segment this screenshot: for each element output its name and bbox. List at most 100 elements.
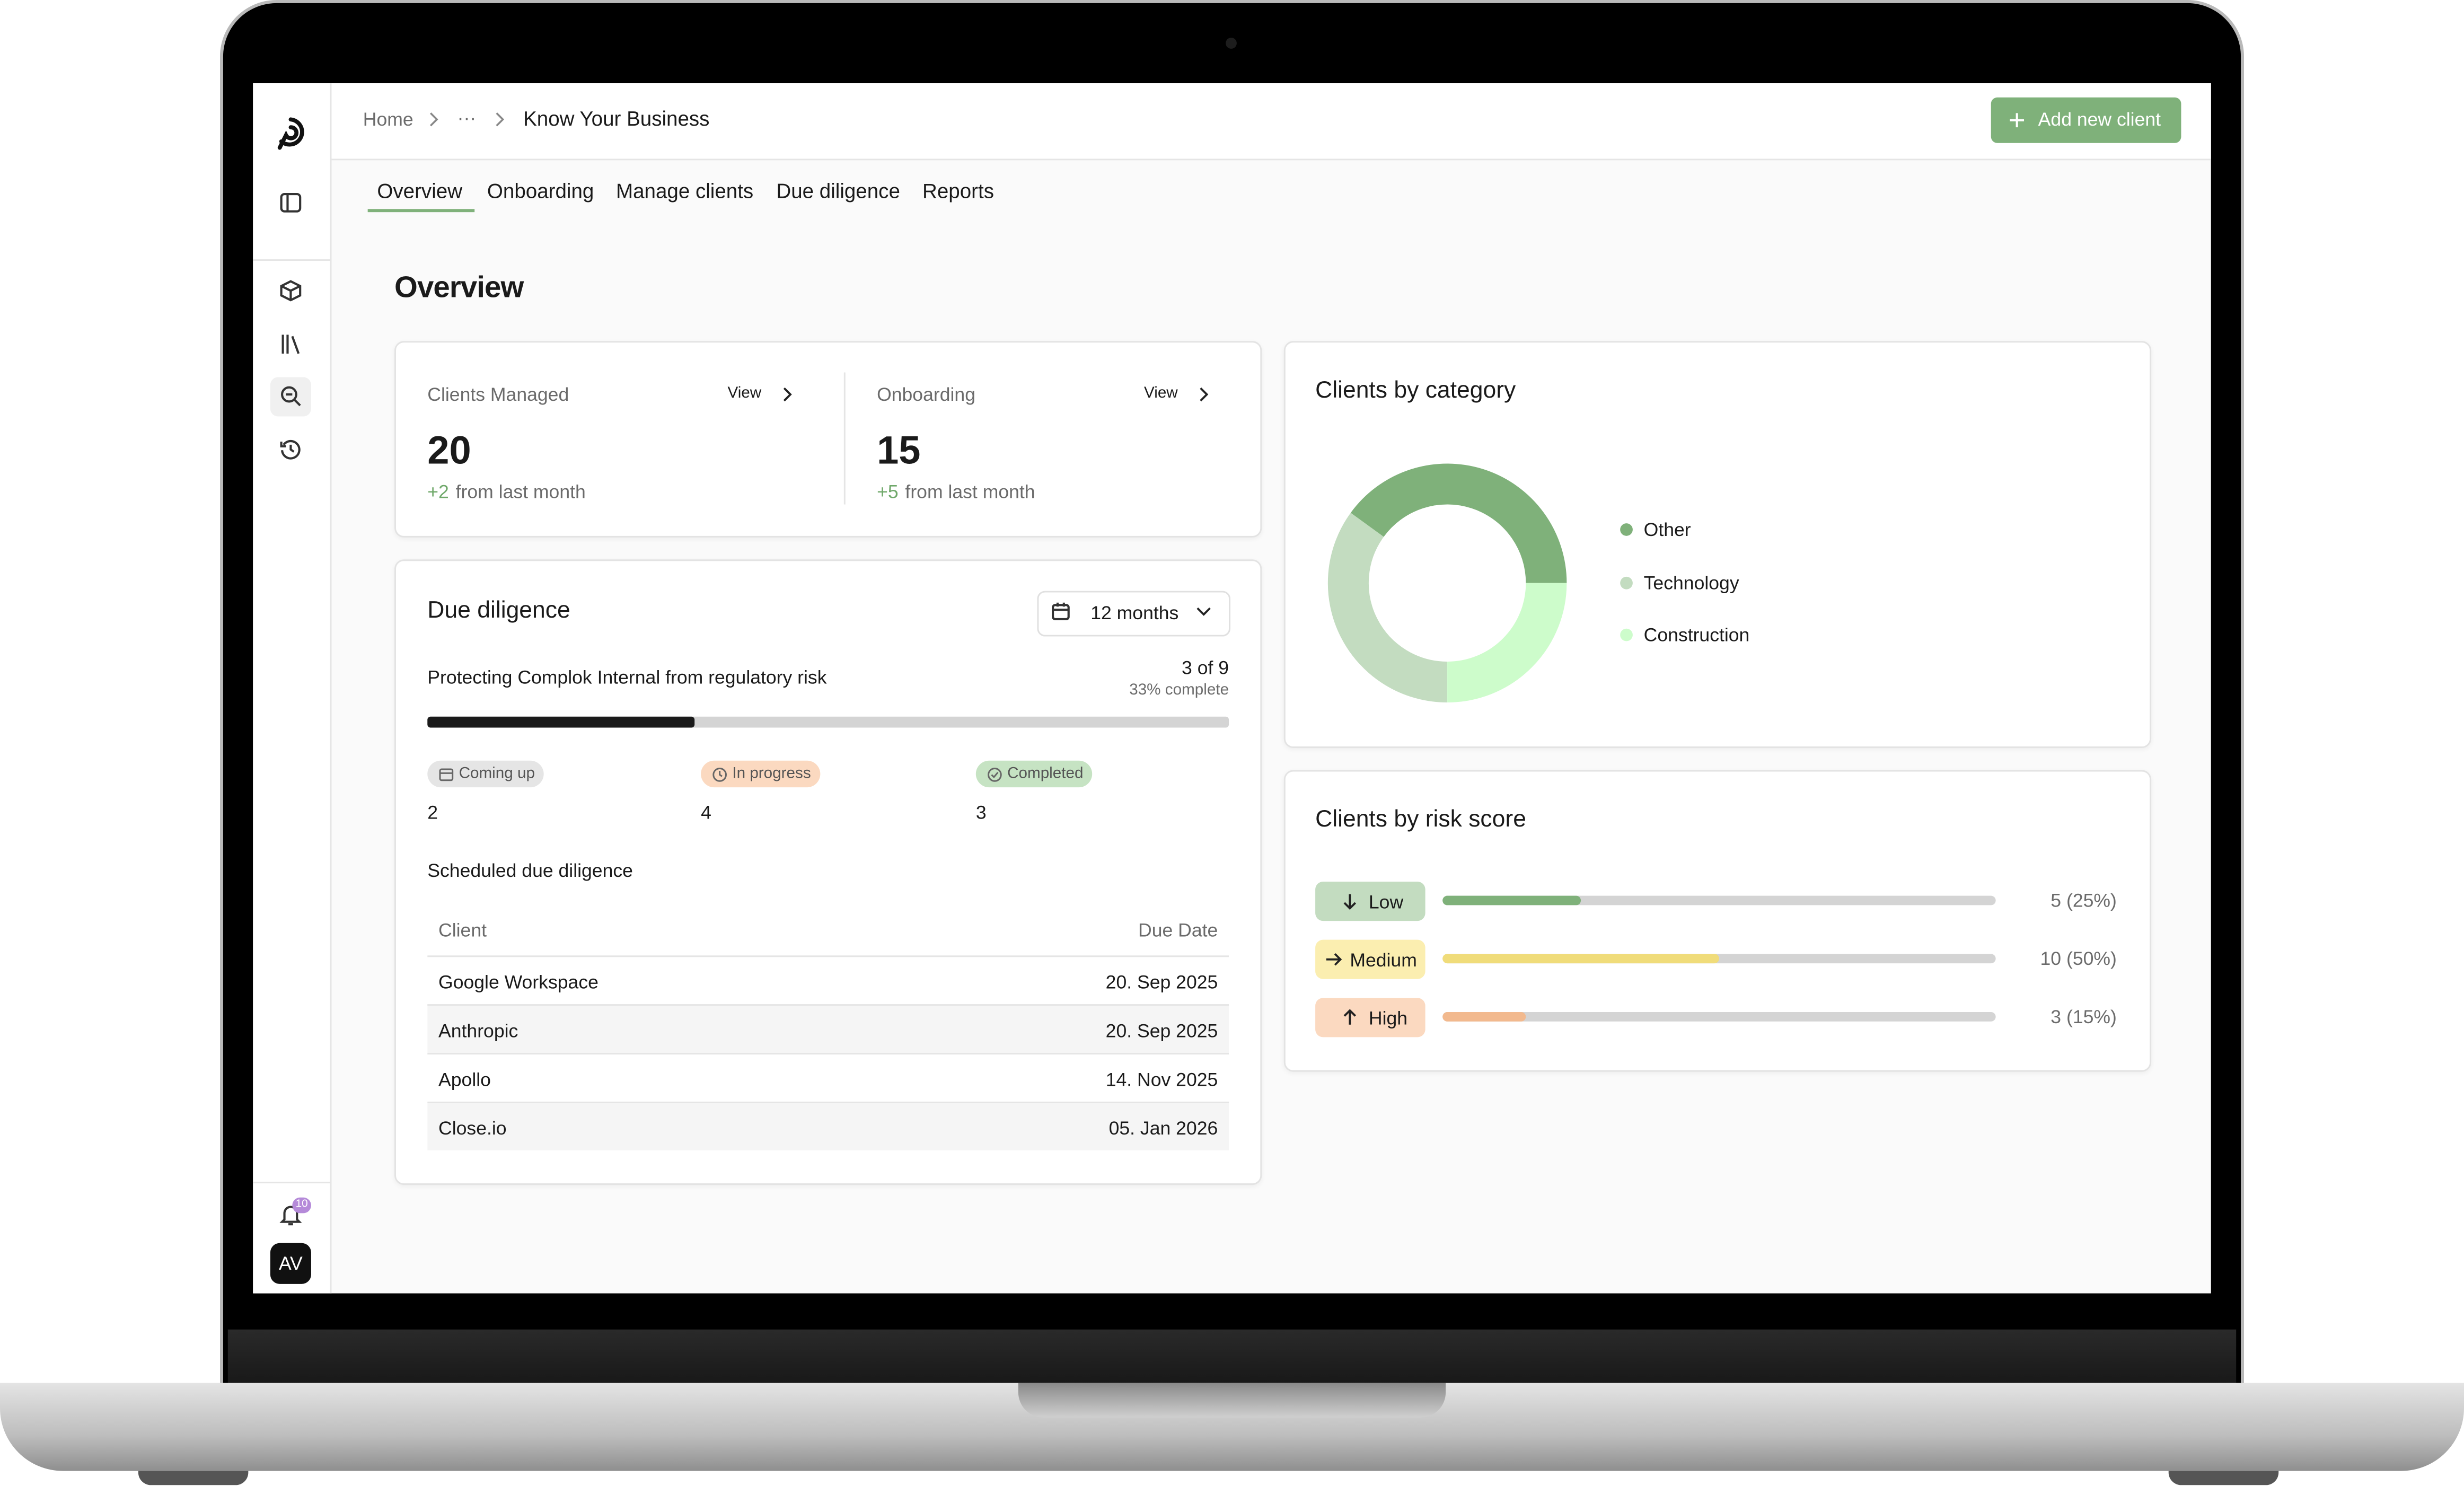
sidebar (253, 83, 332, 1294)
risk-arrow (1326, 953, 1342, 966)
sidebar-toggle-icon[interactable] (280, 192, 302, 214)
stat-change-note: from last month (455, 481, 586, 503)
risk-bar (1442, 1012, 1526, 1022)
status-count: 2 (427, 801, 438, 824)
risk-badge: Low (1315, 881, 1425, 921)
table-cell: 14. Nov 2025 (1105, 1068, 1218, 1091)
table-cell: Anthropic (438, 1019, 518, 1042)
camera (1226, 38, 1237, 49)
status-icon (712, 768, 727, 782)
tab[interactable]: Due diligence (776, 179, 900, 203)
stat-change-note: from last month (905, 481, 1035, 503)
risk-arrow (1343, 1009, 1357, 1025)
nav-icon-search[interactable] (280, 385, 302, 407)
status-label: In progress (732, 765, 811, 783)
nav-icon-history[interactable] (280, 438, 302, 461)
chart-title: Clients by risk score (1315, 806, 1526, 833)
laptop-notch (1018, 1383, 1446, 1418)
status-icon (988, 768, 1002, 782)
breadcrumb-home[interactable]: Home (363, 108, 413, 131)
status-pill: Completed (975, 760, 1093, 788)
sidebar-divider (253, 259, 330, 261)
donut-chart (1327, 463, 1567, 703)
dropdown-chevron (1196, 607, 1211, 616)
tab-underline (367, 209, 475, 213)
tab[interactable]: Reports (922, 179, 995, 203)
laptop-hinge (227, 1329, 2237, 1385)
plus-icon (2010, 113, 2025, 128)
arrow (1343, 1009, 1357, 1025)
table-cell: 05. Jan 2026 (1108, 1117, 1218, 1140)
status-count: 4 (701, 801, 711, 824)
table-cell: Apollo (438, 1068, 491, 1091)
breadcrumb-chevron (429, 112, 438, 127)
table-row: Apollo 14. Nov 2025 (427, 1053, 1229, 1102)
table-header: Client (438, 919, 487, 942)
notification-count: 10 (295, 1199, 308, 1210)
table-row: Google Workspace 20. Sep 2025 (427, 955, 1229, 1005)
legend-label: Construction (1643, 623, 1750, 646)
table-cell: 20. Sep 2025 (1105, 1019, 1218, 1042)
add-client-label[interactable]: Add new client (2038, 108, 2161, 131)
notification-badge: 10 (292, 1197, 311, 1214)
table-row: Anthropic 20. Sep 2025 (427, 1004, 1229, 1053)
header (331, 83, 2211, 161)
risk-label: Low (1368, 891, 1404, 913)
risk-label: High (1368, 1007, 1408, 1030)
laptop-foot (138, 1471, 249, 1485)
legend-dot (1620, 523, 1633, 536)
donut-segment (1447, 582, 1567, 703)
arrow (1326, 953, 1342, 966)
legend-dot (1620, 576, 1633, 589)
risk-badge: High (1315, 998, 1425, 1037)
legend-label: Other (1643, 518, 1691, 541)
status-label: Coming up (459, 765, 535, 783)
calendar-icon (1051, 602, 1070, 621)
stat-change: +2 (427, 481, 449, 503)
status-pill: In progress (701, 760, 821, 788)
chevron (783, 387, 792, 402)
donut-segment (1350, 463, 1567, 584)
stat-view-link[interactable]: View (1144, 385, 1178, 402)
percent-label: 33% complete (1129, 682, 1229, 700)
breadcrumb-chevron (496, 112, 505, 127)
breadcrumb-ellipsis[interactable]: ··· (457, 107, 477, 129)
table-cell: Close.io (438, 1117, 507, 1140)
status-count: 3 (975, 801, 987, 824)
stat-label: Clients Managed (427, 383, 569, 406)
nav-active-bg (270, 377, 311, 417)
status-icon (439, 768, 454, 781)
sidebar-divider (253, 1182, 330, 1184)
stats-divider (843, 372, 846, 505)
table-row: Close.io 05. Jan 2026 (427, 1101, 1229, 1150)
task-title: Protecting Complok Internal from regulat… (427, 666, 827, 689)
card-title: Due diligence (427, 597, 570, 624)
progress-label: 3 of 9 (1182, 657, 1229, 679)
page-title: Overview (394, 271, 524, 305)
risk-arrow (1343, 894, 1357, 910)
tab[interactable]: Overview (377, 179, 463, 203)
status-label: Completed (1007, 765, 1084, 783)
donut-segment (1327, 513, 1448, 703)
legend-dot (1620, 628, 1633, 641)
stat-label: Onboarding (877, 383, 975, 406)
risk-bar (1442, 895, 1581, 905)
stat-value: 15 (877, 429, 921, 473)
table-cell: Google Workspace (438, 971, 599, 993)
tab[interactable]: Onboarding (487, 179, 594, 203)
nav-icon-library[interactable] (280, 333, 302, 355)
period-label[interactable]: 12 months (1090, 602, 1179, 624)
avatar[interactable]: AV (270, 1243, 311, 1284)
risk-track (1442, 1012, 1996, 1022)
risk-bar (1442, 954, 1719, 964)
stat-view-link[interactable]: View (727, 385, 762, 402)
laptop-foot (2168, 1471, 2279, 1485)
legend-label: Technology (1643, 571, 1739, 594)
chart-title: Clients by category (1315, 377, 1516, 404)
stat-change: +5 (877, 481, 899, 503)
tab[interactable]: Manage clients (616, 179, 754, 203)
nav-icon-box[interactable] (280, 280, 302, 302)
logo[interactable] (275, 116, 306, 151)
